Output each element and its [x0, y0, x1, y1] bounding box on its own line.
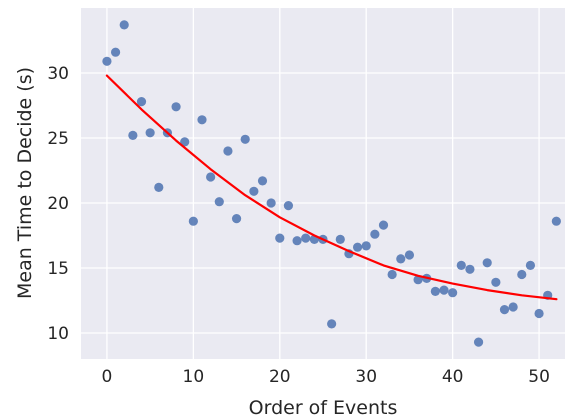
data-point [378, 220, 389, 230]
data-point [482, 258, 492, 268]
data-point [335, 234, 345, 244]
data-point [508, 302, 518, 312]
data-point [119, 20, 129, 30]
x-tick-label: 10 [183, 367, 205, 387]
y-tick-label: 30 [47, 64, 69, 84]
data-point [180, 137, 190, 147]
data-point [266, 198, 276, 208]
data-point [491, 277, 501, 287]
data-point [136, 97, 147, 107]
y-axis-label: Mean Time to Decide (s) [14, 67, 36, 299]
data-point [439, 285, 449, 295]
data-point [517, 269, 527, 280]
data-point [275, 233, 285, 243]
data-point [396, 254, 406, 264]
data-point [473, 337, 484, 347]
x-tick-label: 50 [528, 367, 550, 387]
x-axis-label: Order of Events [249, 397, 398, 418]
data-point [465, 264, 475, 274]
data-point [145, 128, 155, 138]
data-point [499, 305, 510, 315]
plot-area [81, 8, 565, 359]
data-point [551, 216, 561, 226]
data-point [206, 172, 216, 182]
x-tick-label: 40 [442, 367, 464, 387]
trend-line [105, 74, 558, 301]
x-tick-label: 20 [269, 367, 291, 387]
data-point [404, 250, 415, 260]
data-point [448, 288, 458, 298]
data-point [361, 241, 371, 251]
data-point [352, 242, 363, 252]
data-point [534, 308, 544, 319]
data-point [456, 260, 466, 270]
data-point [171, 102, 181, 112]
data-point [110, 47, 121, 57]
data-point [327, 319, 337, 329]
y-tick-label: 25 [47, 129, 69, 149]
data-point [301, 233, 311, 243]
y-tick-label: 20 [47, 194, 69, 214]
data-point [154, 182, 164, 192]
x-tick-label: 30 [355, 367, 377, 387]
data-point [102, 56, 112, 66]
data-point [249, 186, 259, 196]
y-tick-label: 15 [47, 259, 69, 279]
data-point [223, 146, 233, 156]
y-axis-ticks: 10 15 20 25 30 [47, 64, 69, 344]
data-point [430, 286, 440, 296]
data-point [197, 115, 207, 125]
data-point [283, 201, 294, 211]
x-tick-label: 0 [102, 367, 113, 387]
data-point [214, 197, 224, 207]
grid-lines [81, 8, 565, 359]
data-point [370, 229, 380, 239]
trend-line-group [105, 74, 558, 301]
y-tick-label: 10 [47, 324, 69, 344]
data-point [188, 216, 198, 226]
data-point [128, 130, 138, 140]
x-axis-ticks: 0 10 20 30 40 50 [102, 367, 550, 387]
data-point [525, 260, 536, 270]
data-point [240, 134, 250, 144]
data-point [387, 269, 397, 280]
data-point [292, 236, 302, 246]
data-point [257, 176, 268, 186]
data-point [231, 214, 242, 224]
